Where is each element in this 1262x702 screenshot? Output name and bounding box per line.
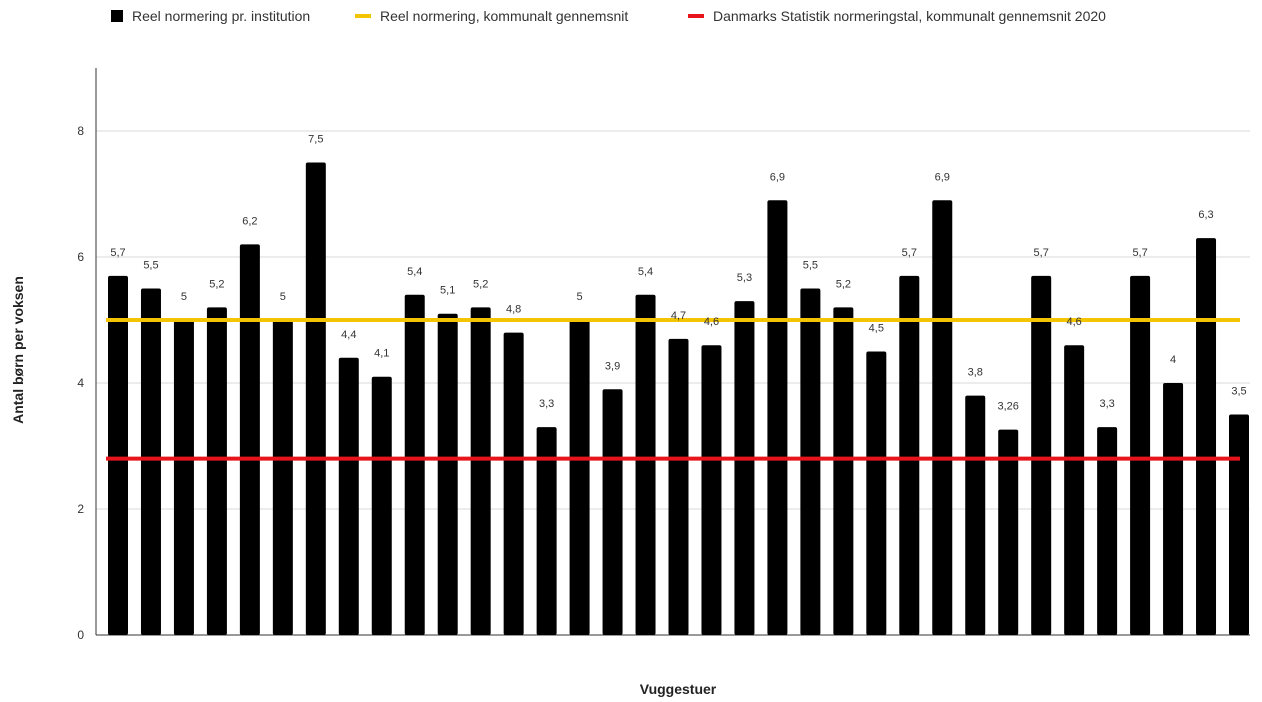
bar (206, 307, 227, 635)
legend: Reel normering pr. institution Reel norm… (111, 8, 1106, 24)
bar-value-label: 5 (181, 291, 187, 303)
bar (734, 301, 755, 635)
bar (1229, 414, 1249, 635)
bar-value-label: 3,8 (968, 367, 983, 379)
bar-value-label: 5,7 (902, 247, 917, 259)
bar-value-label: 3,26 (997, 401, 1018, 413)
y-tick-label: 2 (77, 502, 84, 516)
bar-value-label: 5,7 (1034, 247, 1049, 259)
data-labels: 5,7 5,5 5 5,2 6,2 5 7,5 4,4 4,1 5,4 5,1 5,2 4,8 3,3 5 3… (110, 134, 1246, 413)
bar (140, 288, 161, 635)
bar (932, 200, 953, 636)
bar (965, 395, 986, 635)
bar-value-label: 5,2 (209, 278, 224, 290)
bar-value-label: 5,4 (407, 266, 422, 278)
bar (1031, 275, 1052, 635)
bar (1163, 383, 1184, 635)
y-tick-label: 4 (77, 376, 84, 390)
bar (998, 429, 1019, 635)
y-axis-ticks: 0 2 4 6 8 (77, 124, 84, 642)
bar (1064, 345, 1085, 635)
bar-value-label: 6,9 (770, 171, 785, 183)
bar (668, 338, 689, 635)
bar (272, 320, 293, 635)
bar-value-label: 5,2 (836, 278, 851, 290)
bar (1130, 275, 1151, 635)
bar-value-label: 5,1 (440, 285, 455, 297)
bars (108, 162, 1249, 636)
bar (1097, 427, 1118, 635)
bar-value-label: 5,3 (737, 272, 752, 284)
bar-value-label: 7,5 (308, 134, 323, 146)
bar-value-label: 3,9 (605, 360, 620, 372)
bar (371, 376, 392, 635)
bar-value-label: 5,2 (473, 278, 488, 290)
bar (305, 162, 326, 635)
bar (470, 307, 491, 635)
y-tick-label: 8 (77, 124, 84, 138)
bar-value-label: 5,5 (803, 260, 818, 272)
bar (701, 345, 722, 635)
bar-value-label: 5,4 (638, 266, 653, 278)
bar-value-label: 6,3 (1198, 209, 1213, 221)
bar-value-label: 5 (280, 291, 286, 303)
bar (767, 200, 788, 636)
bar (800, 288, 821, 635)
bar (338, 357, 359, 635)
legend-swatch-red-line (688, 14, 704, 18)
bar (833, 307, 854, 635)
bar (602, 389, 623, 635)
bar-value-label: 3,3 (1099, 398, 1114, 410)
bar-value-label: 4,6 (1066, 316, 1081, 328)
reference-lines (106, 318, 1240, 461)
x-axis-title: Vuggestuer (640, 681, 717, 697)
bar-value-label: 6,2 (242, 215, 257, 227)
legend-swatch-bars (111, 10, 123, 22)
bar (1196, 238, 1217, 635)
bar-value-label: 6,9 (935, 171, 950, 183)
bar-value-label: 4 (1170, 354, 1176, 366)
bar-value-label: 4,5 (869, 323, 884, 335)
y-axis-title: Antal børn per voksen (10, 276, 26, 424)
bar-value-label: 5 (577, 291, 583, 303)
bar-value-label: 4,8 (506, 304, 521, 316)
bar (899, 275, 920, 635)
bar-value-label: 4,4 (341, 329, 356, 341)
legend-swatch-yellow-line (355, 14, 371, 18)
legend-label-bars: Reel normering pr. institution (132, 8, 310, 24)
y-tick-label: 0 (77, 628, 84, 642)
bar-value-label: 3,5 (1231, 386, 1246, 398)
bar-value-label: 5,7 (1132, 247, 1147, 259)
bar-value-label: 4,6 (704, 316, 719, 328)
bar (108, 275, 128, 635)
bar (536, 427, 557, 635)
bar (569, 320, 590, 635)
bar-value-label: 3,3 (539, 398, 554, 410)
y-tick-label: 6 (77, 250, 84, 264)
legend-label-red-line: Danmarks Statistik normeringstal, kommun… (713, 8, 1106, 24)
bar (404, 294, 425, 635)
bar (503, 332, 524, 635)
bar (635, 294, 656, 635)
bar (173, 320, 194, 635)
bar-value-label: 4,7 (671, 310, 686, 322)
bar (239, 244, 260, 635)
bar (437, 313, 458, 635)
bar (866, 351, 887, 635)
bar-value-label: 5,5 (143, 260, 158, 272)
bar-value-label: 5,7 (110, 247, 125, 259)
bar-value-label: 4,1 (374, 348, 389, 360)
legend-label-yellow-line: Reel normering, kommunalt gennemsnit (380, 8, 628, 24)
